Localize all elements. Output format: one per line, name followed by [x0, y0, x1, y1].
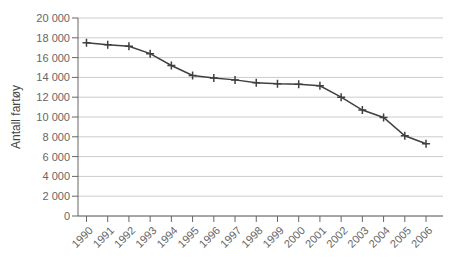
- svg-text:2000: 2000: [281, 224, 307, 250]
- svg-text:14 000: 14 000: [36, 71, 70, 83]
- svg-text:10 000: 10 000: [36, 111, 70, 123]
- svg-text:2006: 2006: [409, 224, 435, 250]
- svg-text:1991: 1991: [90, 224, 116, 250]
- svg-text:1997: 1997: [218, 224, 244, 250]
- svg-text:2002: 2002: [324, 224, 350, 250]
- svg-text:2004: 2004: [366, 224, 392, 250]
- svg-text:1993: 1993: [133, 224, 159, 250]
- svg-text:4 000: 4 000: [42, 170, 70, 182]
- svg-text:Antall fartøy: Antall fartøy: [9, 85, 23, 149]
- svg-text:1994: 1994: [154, 224, 180, 250]
- svg-text:0: 0: [64, 210, 70, 222]
- svg-text:1990: 1990: [69, 224, 95, 250]
- svg-text:1999: 1999: [260, 224, 286, 250]
- svg-text:2003: 2003: [345, 224, 371, 250]
- svg-text:1996: 1996: [197, 224, 223, 250]
- svg-text:6 000: 6 000: [42, 151, 70, 163]
- svg-text:20 000: 20 000: [36, 12, 70, 24]
- svg-text:1992: 1992: [112, 224, 138, 250]
- svg-text:8 000: 8 000: [42, 131, 70, 143]
- svg-text:16 000: 16 000: [36, 52, 70, 64]
- svg-text:12 000: 12 000: [36, 91, 70, 103]
- svg-text:2001: 2001: [303, 224, 329, 250]
- svg-text:2 000: 2 000: [42, 190, 70, 202]
- svg-text:18 000: 18 000: [36, 32, 70, 44]
- svg-text:1998: 1998: [239, 224, 265, 250]
- svg-text:2005: 2005: [387, 224, 413, 250]
- svg-text:1995: 1995: [175, 224, 201, 250]
